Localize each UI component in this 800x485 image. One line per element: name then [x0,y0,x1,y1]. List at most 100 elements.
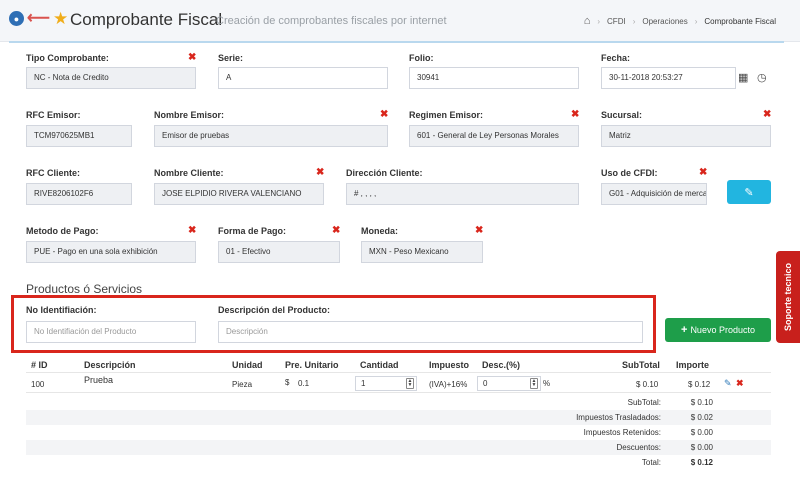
col-cantidad: Cantidad [360,360,399,370]
required-x-icon: ✖ [316,167,325,178]
col-descripcion: Descripción [84,360,136,370]
subtotal-label: SubTotal: [627,398,661,407]
row-importe: $ 0.12 [688,380,711,389]
col-importe: Importe [676,360,710,370]
rfc-emisor-field[interactable]: TCM970625MB1 [26,125,132,147]
pin-icon[interactable]: ● [9,11,24,26]
rfc-emisor-label: RFC Emisor: [26,110,81,120]
page-subtitle: Creación de comprobantes fiscales por in… [216,15,447,27]
required-x-icon: ✖ [763,109,772,120]
calendar-icon[interactable]: ▦ [738,72,749,84]
row-id: 100 [31,380,45,389]
serie-input[interactable]: A [218,67,388,89]
folio-input[interactable]: 30941 [409,67,579,89]
fecha-input[interactable]: 30-11-2018 20:53:27 [601,67,736,89]
moneda-select[interactable]: MXN - Peso Mexicano [361,241,483,263]
subtotal-value: $ 0.10 [690,398,713,407]
total-value: $ 0.12 [690,458,713,467]
desc-spinner[interactable]: ▲ ▼ [530,378,538,389]
impuestos-trasladados-value: $ 0.02 [690,413,713,422]
breadcrumb-cfdi[interactable]: CFDI [607,16,626,26]
rfc-cliente-field[interactable]: RIVE8206102F6 [26,183,132,205]
clock-icon[interactable]: ◷ [757,72,767,84]
nombre-emisor-select[interactable]: Emisor de pruebas [154,125,388,147]
regimen-emisor-select[interactable]: 601 - General de Ley Personas Morales [409,125,579,147]
row-unidad: Pieza [232,380,253,389]
col-id: # ID [31,360,48,370]
forma-pago-select[interactable]: 01 - Efectivo [218,241,340,263]
edit-cliente-button[interactable]: ✎ [727,180,771,204]
forma-pago-label: Forma de Pago: [218,226,287,236]
divider [26,392,771,393]
nuevo-producto-button[interactable]: + Nuevo Producto [665,318,771,342]
row-subtotal: $ 0.10 [636,380,659,389]
uso-cfdi-label: Uso de CFDI: [601,168,658,178]
metodo-pago-select[interactable]: PUE - Pago en una sola exhibición [26,241,196,263]
breadcrumb: ⌂ › CFDI › Operaciones › Comprobante Fis… [583,15,776,27]
nombre-cliente-label: Nombre Cliente: [154,168,224,178]
highlight-box [11,295,656,353]
row-precio-input[interactable]: 0.1 [298,379,310,388]
no-identificacion-label: No Identifiación: [26,305,97,315]
breadcrumb-operaciones[interactable]: Operaciones [642,16,688,26]
content-area [9,41,784,485]
descuentos-value: $ 0.00 [690,443,713,452]
tipo-comprobante-label: Tipo Comprobante: [26,53,109,63]
required-x-icon: ✖ [188,225,197,236]
no-identificacion-input[interactable]: No Identifiación del Producto [26,321,196,343]
productos-section-title: Productos ó Servicios [26,282,143,296]
row-descripcion: Prueba [84,375,114,385]
edit-icon: ✎ [744,186,754,199]
descripcion-producto-input[interactable]: Descripción [218,321,643,343]
sucursal-select[interactable]: Matriz [601,125,771,147]
star-icon[interactable]: ★ [52,9,69,28]
total-label: Total: [641,458,661,467]
folio-label: Folio: [409,53,434,63]
fecha-label: Fecha: [601,53,631,63]
direccion-cliente-label: Dirección Cliente: [346,168,423,178]
regimen-emisor-label: Regimen Emisor: [409,110,484,120]
col-desc: Desc.(%) [482,360,521,370]
page-title: Comprobante Fiscal [70,10,223,29]
moneda-label: Moneda: [361,226,398,236]
required-x-icon: ✖ [380,109,389,120]
col-impuesto: Impuesto [429,360,470,370]
delete-row-icon[interactable]: ✖ [736,378,744,388]
row-impuesto: (IVA)+16% [429,380,468,389]
totals-row [26,440,771,455]
back-arrow-icon[interactable]: ⟵ [27,10,50,27]
title-icons: ● ⟵ ★ [9,9,69,28]
required-x-icon: ✖ [188,52,197,63]
required-x-icon: ✖ [332,225,341,236]
descuentos-label: Descuentos: [616,443,661,452]
soporte-tecnico-label: Soporte tecnico [783,262,793,332]
breadcrumb-current: Comprobante Fiscal [704,16,776,26]
row-currency: $ [285,378,290,387]
uso-cfdi-select[interactable]: G01 - Adquisición de merca [601,183,707,205]
impuestos-trasladados-label: Impuestos Trasladados: [576,413,661,422]
soporte-tecnico-tab[interactable]: Soporte tecnico [776,251,800,343]
col-subtotal: SubTotal [622,360,660,370]
home-icon[interactable]: ⌂ [583,15,591,27]
nombre-cliente-select[interactable]: JOSE ELPIDIO RIVERA VALENCIANO [154,183,324,205]
metodo-pago-label: Metodo de Pago: [26,226,99,236]
row-cantidad-input[interactable]: 1 [355,376,417,391]
tipo-comprobante-select[interactable]: NC - Nota de Credito [26,67,196,89]
edit-row-icon[interactable]: ✎ [724,378,732,388]
nuevo-producto-label: Nuevo Producto [690,325,755,335]
totals-row [26,410,771,425]
divider [26,372,771,373]
required-x-icon: ✖ [571,109,580,120]
direccion-cliente-field[interactable]: # , , , , [346,183,579,205]
rfc-cliente-label: RFC Cliente: [26,168,80,178]
serie-label: Serie: [218,53,244,63]
impuestos-retenidos-label: Impuestos Retenidos: [583,428,661,437]
top-bar: ● ⟵ ★ Comprobante Fiscal Creación de com… [0,0,800,42]
col-precio: Pre. Unitario [285,360,339,370]
row-desc-input[interactable]: 0 [477,376,541,391]
cantidad-spinner[interactable]: ▲ ▼ [406,378,414,389]
col-unidad: Unidad [232,360,263,370]
plus-icon: + [681,324,688,336]
sucursal-label: Sucursal: [601,110,643,120]
required-x-icon: ✖ [475,225,484,236]
